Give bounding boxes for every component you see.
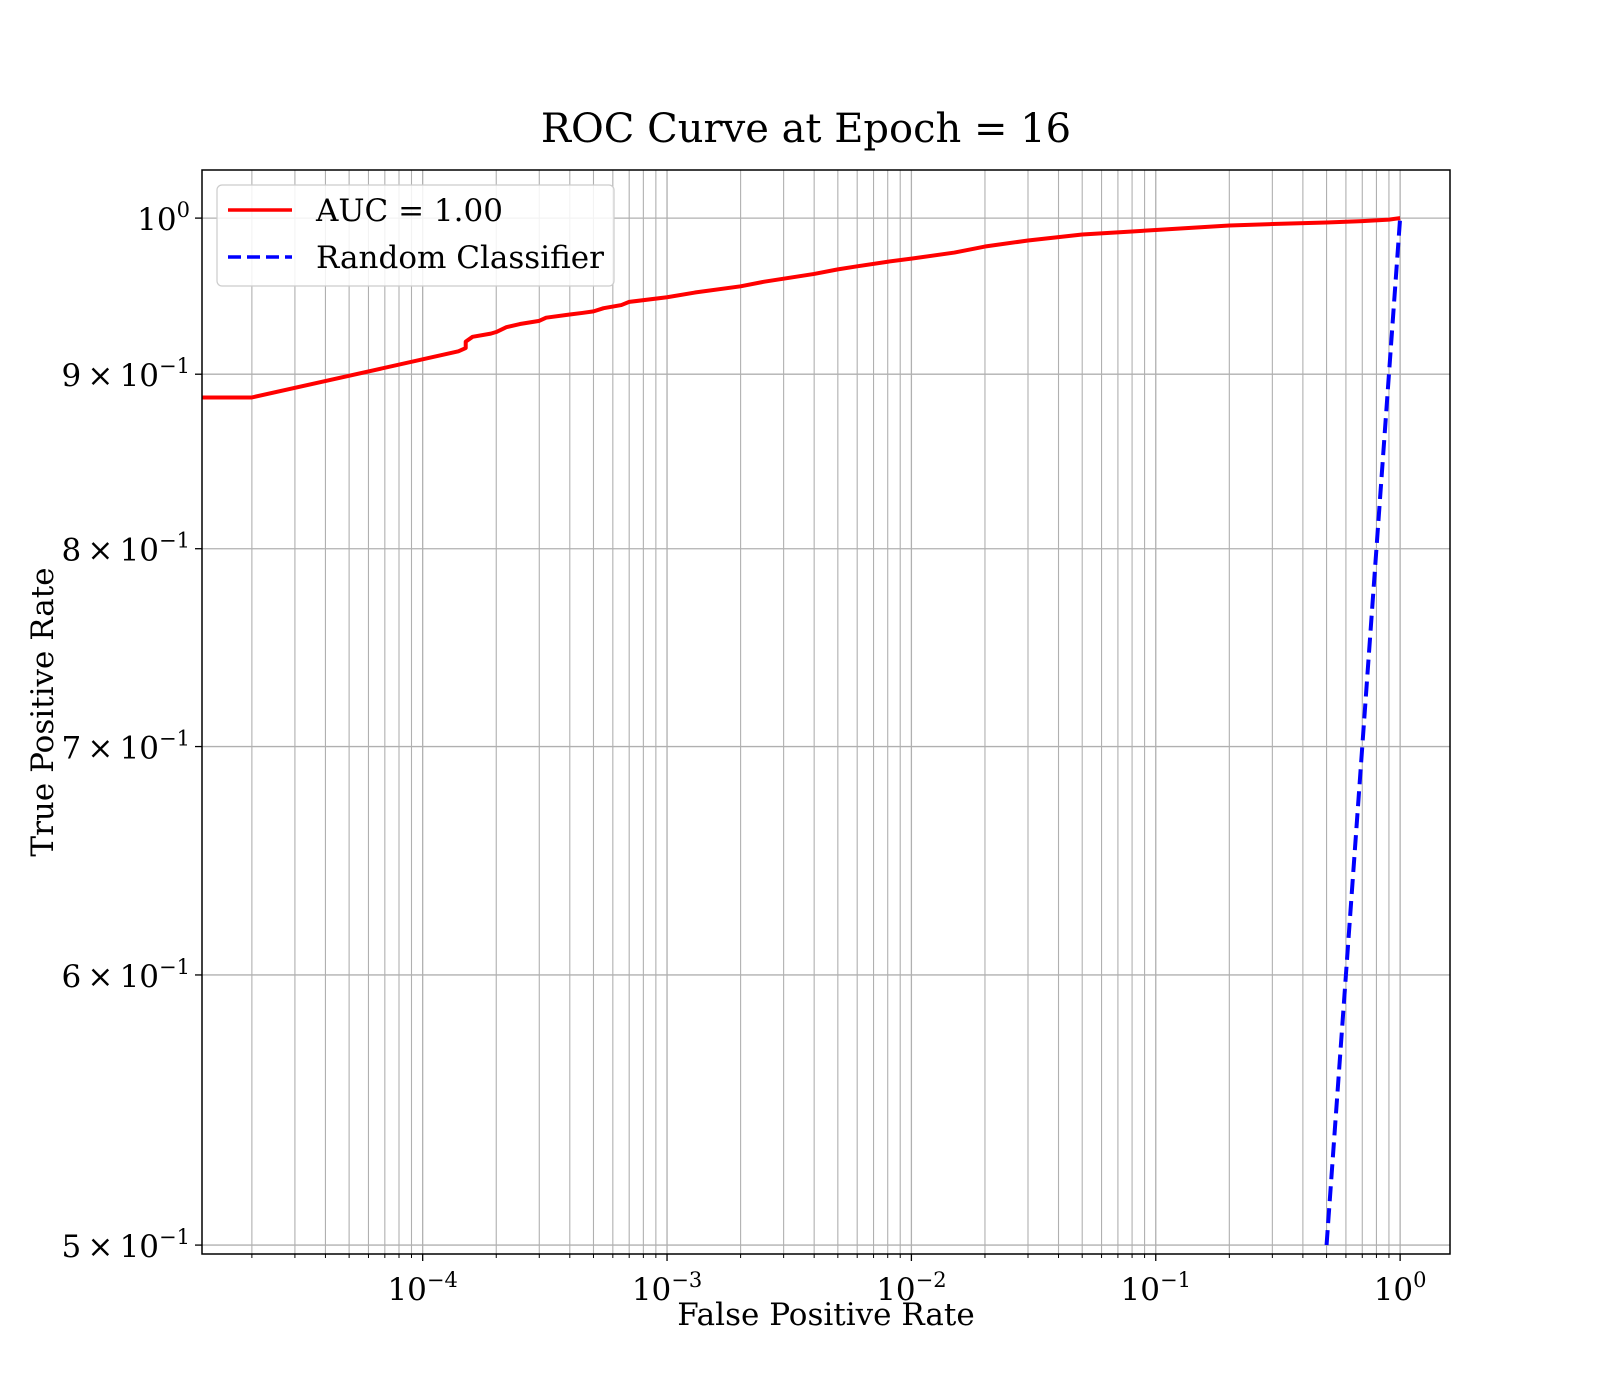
series-layer bbox=[202, 216, 1403, 1246]
chart-title: ROC Curve at Epoch = 16 bbox=[541, 106, 1071, 152]
y-tick-label: 6 × 10−1 bbox=[62, 955, 191, 995]
series-line-auc bbox=[202, 216, 1401, 400]
y-axis-label: True Positive Rate bbox=[25, 567, 61, 856]
legend-label-auc: AUC = 1.00 bbox=[315, 193, 503, 229]
plot-frame bbox=[201, 169, 1451, 1255]
legend: AUC = 1.00 Random Classifier bbox=[216, 184, 615, 287]
x-axis-label: False Positive Rate bbox=[677, 1297, 974, 1333]
x-tick-label: 10−3 bbox=[632, 1268, 702, 1308]
plot-area bbox=[202, 216, 1403, 1246]
series-line-random-classifier bbox=[1324, 217, 1403, 1246]
x-axis-ticks: 10−4 10−3 10−2 10−1 100 bbox=[251, 1254, 1427, 1308]
legend-label-random-classifier: Random Classifier bbox=[316, 240, 604, 276]
legend-box bbox=[216, 184, 615, 287]
grid bbox=[202, 170, 1450, 1254]
x-tick-label: 10−4 bbox=[387, 1268, 457, 1308]
